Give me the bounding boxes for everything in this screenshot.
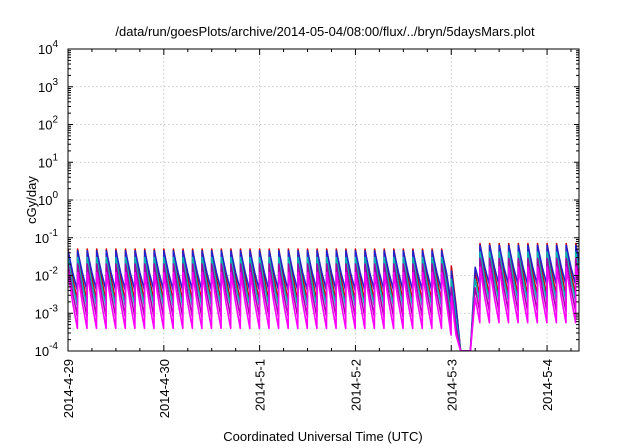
x-tick-label: 2014-5-3 [444,359,459,411]
y-tick-label: 10-2 [35,266,59,284]
x-tick-label: 2014-4-30 [157,359,172,418]
x-axis-label: Coordinated Universal Time (UTC) [223,429,422,444]
x-tick-label: 2014-4-29 [61,359,76,418]
y-tick-label: 10-3 [35,303,59,321]
y-tick-label: 104 [38,39,58,57]
x-tick-label: 2014-5-1 [253,359,268,411]
y-tick-label: 103 [38,77,58,95]
series-group [68,242,579,351]
y-tick-label: 102 [38,115,58,133]
y-axis-label: cGy/day [24,176,39,224]
series-line [68,266,579,351]
chart-title: /data/run/goesPlots/archive/2014-05-04/0… [115,24,535,39]
y-tick-label: 10-1 [35,228,59,246]
x-tick-label: 2014-5-4 [540,359,555,411]
x-axis: 2014-4-29 2014-4-30 2014-5-1 2014-5-2 2014-5… [61,49,572,418]
y-tick-label: 101 [38,152,58,170]
y-tick-label: 10-4 [35,341,59,359]
y-tick-label: 100 [38,190,58,208]
x-tick-label: 2014-5-2 [348,359,363,411]
